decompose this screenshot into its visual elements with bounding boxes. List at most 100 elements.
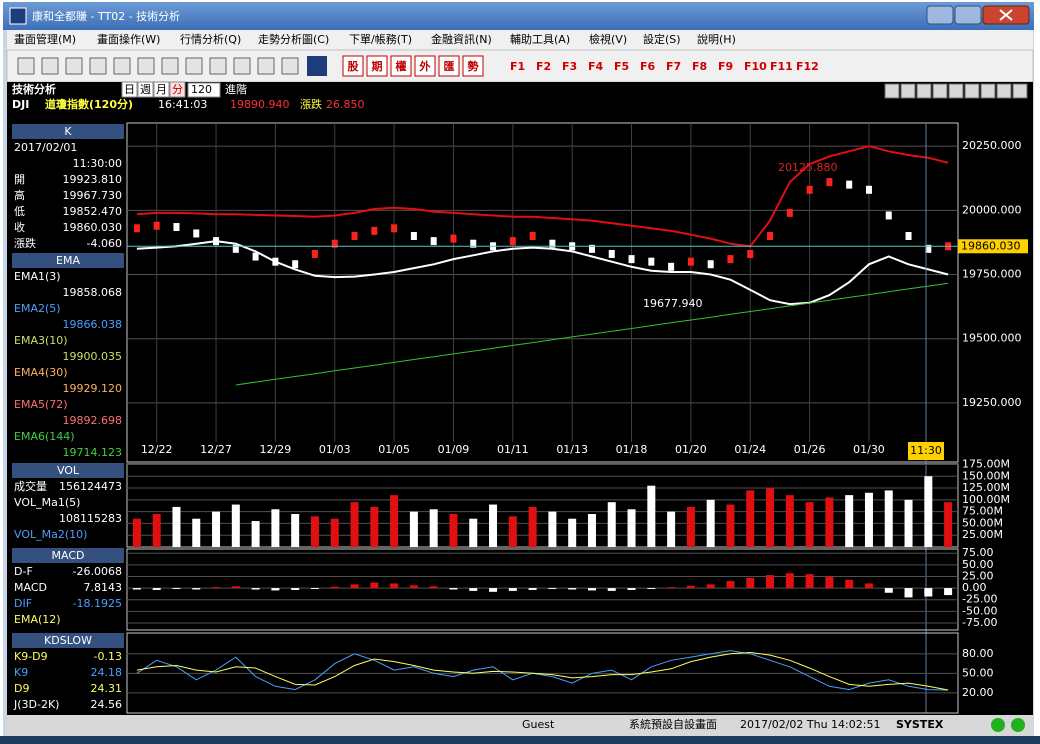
tool-icon[interactable] xyxy=(209,57,227,75)
logo-icon[interactable] xyxy=(307,56,327,76)
volume-bar xyxy=(212,511,221,547)
macd-bar xyxy=(172,588,181,590)
panel-value: 24.56 xyxy=(91,698,123,711)
menu-item[interactable]: 走勢分析圖(C) xyxy=(258,32,329,46)
volume-bar xyxy=(587,513,596,547)
candle xyxy=(588,244,595,253)
period-button[interactable] xyxy=(153,81,170,98)
chart-tool[interactable] xyxy=(980,83,996,99)
section-header xyxy=(12,548,124,563)
market-button[interactable] xyxy=(414,55,436,77)
tool-icon[interactable] xyxy=(89,57,107,75)
tool-icon[interactable] xyxy=(161,57,179,75)
period-button[interactable] xyxy=(137,81,154,98)
menu-item[interactable]: 金融資訊(N) xyxy=(431,32,492,46)
macd-bar xyxy=(508,588,517,591)
function-key[interactable]: F9 xyxy=(718,60,733,73)
volume-bar xyxy=(409,511,418,547)
chart-tool[interactable] xyxy=(948,83,964,99)
chart-tool[interactable] xyxy=(900,83,916,99)
y-tick-label: 100.00M xyxy=(962,493,1010,506)
panel-text: EMA2(5) xyxy=(14,302,61,315)
macd-bar xyxy=(429,586,438,589)
function-key[interactable]: F3 xyxy=(562,60,577,73)
minimize-button[interactable] xyxy=(926,5,954,25)
candle xyxy=(806,185,813,194)
candle xyxy=(846,180,853,189)
tool-icon[interactable] xyxy=(65,57,83,75)
macd-bar xyxy=(469,588,478,591)
market-button[interactable] xyxy=(366,55,388,77)
period-button[interactable] xyxy=(169,81,186,98)
function-key[interactable]: F1 xyxy=(510,60,525,73)
menu-item[interactable]: 下單/帳務(T) xyxy=(349,32,412,46)
kd-line xyxy=(136,651,949,691)
symbol: DJI xyxy=(12,98,29,111)
chart-tool[interactable] xyxy=(932,83,948,99)
function-key[interactable]: F12 xyxy=(796,60,819,73)
menu-item[interactable]: 輔助工具(A) xyxy=(510,32,570,46)
volume-bar xyxy=(291,513,300,547)
market-button[interactable] xyxy=(342,55,364,77)
function-key[interactable]: F10 xyxy=(744,60,767,73)
macd-bar xyxy=(607,588,616,591)
maximize-button[interactable] xyxy=(954,5,982,25)
panel-value: -26.0068 xyxy=(73,565,122,578)
candle xyxy=(747,249,754,258)
panel-text: VOL_Ma2(10) xyxy=(14,528,87,541)
macd-bar xyxy=(231,586,240,589)
y-tick-label: 25.00 xyxy=(962,569,994,582)
macd-bar xyxy=(944,588,953,596)
tool-icon[interactable] xyxy=(17,57,35,75)
tool-icon[interactable] xyxy=(113,57,131,75)
chart-tool[interactable] xyxy=(996,83,1012,99)
x-tick-label: 01/13 xyxy=(556,443,588,456)
y-tick-label: 75.00 xyxy=(962,546,994,559)
chart-tool[interactable] xyxy=(964,83,980,99)
volume-bar xyxy=(766,488,775,547)
function-key[interactable]: F7 xyxy=(666,60,681,73)
menu-item[interactable]: 行情分析(Q) xyxy=(180,32,241,46)
y-tick-label: 50.00M xyxy=(962,516,1003,529)
function-key[interactable]: F4 xyxy=(588,60,604,73)
market-button[interactable] xyxy=(438,55,460,77)
market-button[interactable] xyxy=(462,55,484,77)
menu-item[interactable]: 畫面管理(M) xyxy=(14,32,76,46)
candle xyxy=(648,257,655,266)
function-key[interactable]: F6 xyxy=(640,60,656,73)
function-key[interactable]: F5 xyxy=(614,60,629,73)
function-key[interactable]: F2 xyxy=(536,60,551,73)
candle xyxy=(687,257,694,266)
candle xyxy=(410,232,417,240)
chart-tool[interactable] xyxy=(1012,83,1028,99)
menu-item[interactable]: 畫面操作(W) xyxy=(97,32,160,46)
macd-bar xyxy=(409,585,418,589)
tool-icon[interactable] xyxy=(233,57,251,75)
tool-icon[interactable] xyxy=(185,57,203,75)
section-title: KDSLOW xyxy=(44,634,92,647)
market-button[interactable] xyxy=(390,55,412,77)
count-select[interactable] xyxy=(187,82,221,98)
function-key[interactable]: F11 xyxy=(770,60,793,73)
tool-icon[interactable] xyxy=(257,57,275,75)
tool-icon[interactable] xyxy=(137,57,155,75)
chart-tool[interactable] xyxy=(916,83,932,99)
function-key[interactable]: F8 xyxy=(692,60,707,73)
tool-icon[interactable] xyxy=(41,57,59,75)
macd-bar xyxy=(310,588,319,590)
panel-value: 19860.030 xyxy=(63,221,123,234)
panel-text: 19892.698 xyxy=(63,414,123,427)
menu-item[interactable]: 設定(S) xyxy=(643,32,681,46)
volume-bar xyxy=(449,513,458,547)
candle xyxy=(450,234,457,243)
menu-item[interactable]: 說明(H) xyxy=(697,32,736,46)
tool-icon[interactable] xyxy=(281,57,299,75)
y-tick-label: 19750.000 xyxy=(962,268,1022,281)
advanced-button[interactable]: 進階 xyxy=(225,82,247,96)
panel-text: EMA1(3) xyxy=(14,270,61,283)
period-button[interactable] xyxy=(121,81,138,98)
chart-tool[interactable] xyxy=(884,83,900,99)
menu-item[interactable]: 檢視(V) xyxy=(589,32,627,46)
macd-bar xyxy=(587,588,596,591)
macd-bar xyxy=(686,585,695,589)
